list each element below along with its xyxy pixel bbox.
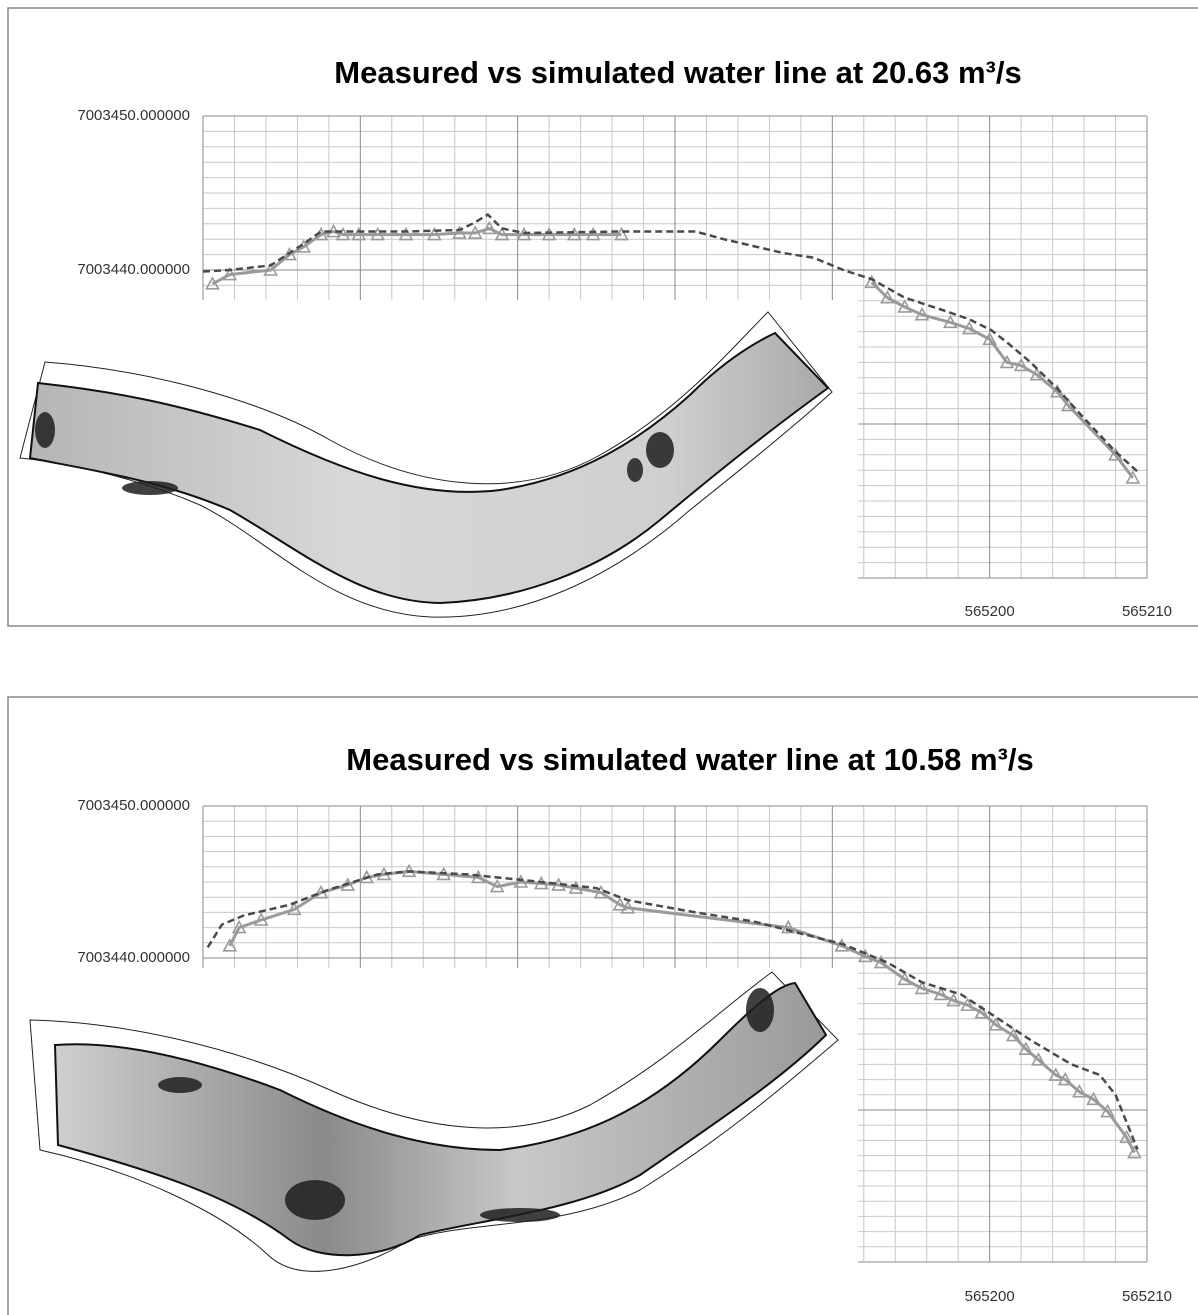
page: 5651505651605651705651805651905652005652… xyxy=(0,0,1198,1315)
chart: 5651505651605651705651805651905652005652… xyxy=(8,8,1198,626)
river-dark-patch xyxy=(646,432,674,468)
river-dark-patch xyxy=(627,458,643,482)
y-tick-label: 7003440.000000 xyxy=(77,949,190,966)
x-tick-label: 565200 xyxy=(965,1288,1015,1305)
chart: 5651505651605651705651805651905652005652… xyxy=(8,697,1198,1315)
y-tick-label: 7003440.000000 xyxy=(77,261,190,278)
y-tick-label: 7003450.000000 xyxy=(77,797,190,814)
x-tick-label: 565210 xyxy=(1122,1288,1172,1305)
chart-title: Measured vs simulated water line at 20.6… xyxy=(334,55,1021,90)
river-dark-patch xyxy=(285,1180,345,1220)
x-tick-label: 565210 xyxy=(1122,603,1172,620)
river-dark-patch xyxy=(35,412,55,448)
river-dark-patch xyxy=(480,1208,560,1222)
river-dark-patch xyxy=(746,988,774,1032)
x-tick-label: 565200 xyxy=(965,603,1015,620)
y-tick-label: 7003450.000000 xyxy=(77,107,190,124)
river-dark-patch xyxy=(158,1077,202,1093)
figure: 5651505651605651705651805651905652005652… xyxy=(0,0,1198,1315)
chart-title: Measured vs simulated water line at 10.5… xyxy=(346,742,1033,777)
river-dark-patch xyxy=(122,481,178,495)
